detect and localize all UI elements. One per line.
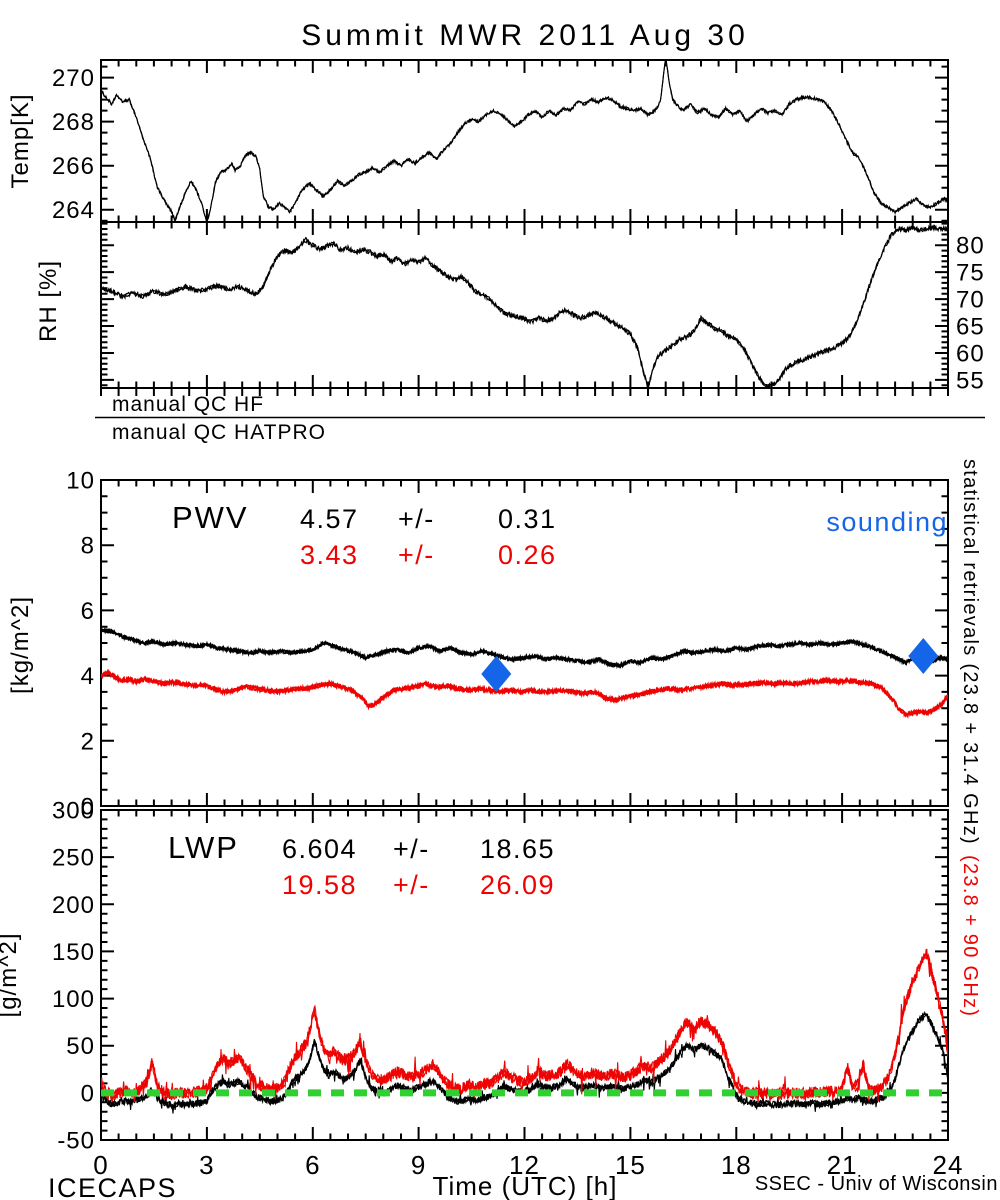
pwv-pm-red: +/-: [398, 540, 435, 570]
rh-panel-frame: [100, 221, 949, 389]
figure-title: Summit MWR 2011 Aug 30: [301, 19, 749, 52]
footer-icecaps-label: ICECAPS: [48, 1173, 177, 1200]
lwp-mean-red: 19.58: [282, 870, 357, 900]
rh-ylabel: RH [%]: [35, 260, 62, 342]
temp-ytick-label: 266: [52, 153, 95, 180]
lwp-legend-title: LWP: [168, 830, 239, 865]
side-retrieval-label-red: (23.8 + 90 GHz): [959, 855, 981, 1017]
lwp-ytick-label: 50: [66, 1033, 95, 1060]
temp-ytick-label: 268: [52, 109, 95, 136]
pwv-mean-red: 3.43: [300, 540, 359, 570]
lwp-ytick-label: 300: [52, 798, 95, 825]
sounding-legend-label: sounding: [826, 507, 948, 537]
lwp-ytick-label: -50: [57, 1128, 95, 1155]
lwp-mean-black: 6.604: [282, 834, 357, 864]
x-tick-label: 0: [93, 1150, 108, 1180]
pwv-ytick-label: 0: [81, 794, 95, 821]
x-tick-label: 24: [933, 1150, 964, 1180]
pwv-sigma-red: 0.26: [498, 540, 557, 570]
lwp-ytick-label: 150: [52, 939, 95, 966]
qc-flag-hf-label: manual QC HF: [112, 393, 264, 416]
x-axis-title: Time (UTC) [h]: [433, 1171, 618, 1200]
footer-ssec-label: SSEC - Univ of Wisconsin: [755, 1173, 998, 1195]
lwp-ytick-label: 0: [81, 1080, 95, 1107]
pwv-axis-ticks: [100, 479, 949, 807]
series-relative-humidity: [101, 224, 948, 388]
series-ambient-temperature: [101, 60, 948, 222]
x-tick-label: 15: [615, 1150, 646, 1180]
x-tick-label: 18: [721, 1150, 752, 1180]
temp-ytick-label: 270: [52, 65, 95, 92]
series-pwv-23.8+90GHz: [101, 668, 948, 719]
pwv-ytick-label: 8: [81, 533, 95, 560]
pwv-legend-title: PWV: [172, 500, 249, 535]
rh-ytick-label: 75: [956, 260, 985, 287]
lwp-pm-black: +/-: [393, 834, 430, 864]
qc-axis-ticks: [100, 389, 949, 396]
lwp-ytick-label: 200: [52, 892, 95, 919]
x-tick-label: 21: [827, 1150, 858, 1180]
rh-ytick-label: 55: [956, 367, 985, 394]
temp-panel-frame: [100, 59, 949, 223]
rh-ytick-label: 60: [956, 341, 985, 368]
pwv-mean-black: 4.57: [300, 504, 359, 534]
series-lwp-23.8+90GHz: [101, 948, 948, 1103]
series-pwv-23.8+31.4GHz: [101, 626, 948, 670]
pwv-ytick-label: 10: [66, 468, 95, 495]
rh-ytick-label: 65: [956, 314, 985, 341]
x-tick-label: 3: [199, 1150, 214, 1180]
lwp-sigma-red: 26.09: [480, 870, 555, 900]
lwp-axis-ticks: [100, 809, 949, 1141]
lwp-ytick-label: 250: [52, 845, 95, 872]
temp-ytick-label: 264: [52, 197, 95, 224]
side-retrieval-label: statistical retrievals (23.8 + 31.4 GHz)…: [959, 459, 981, 1017]
sounding-marker: [908, 638, 939, 675]
lwp-sigma-black: 18.65: [480, 834, 555, 864]
rh-ytick-label: 80: [956, 233, 985, 260]
lwp-ytick-label: 100: [52, 986, 95, 1013]
qc-flag-hatpro-label: manual QC HATPRO: [112, 421, 326, 444]
x-tick-label: 12: [509, 1150, 540, 1180]
pwv-sigma-black: 0.31: [498, 504, 557, 534]
x-tick-label: 6: [305, 1150, 320, 1180]
temp-axis-ticks: [100, 60, 949, 222]
pwv-pm-black: +/-: [398, 504, 435, 534]
sounding-marker: [481, 655, 512, 692]
pwv-ytick-label: 2: [81, 728, 95, 755]
x-tick-label: 9: [411, 1150, 426, 1180]
pwv-ytick-label: 4: [81, 663, 95, 690]
rh-ytick-label: 70: [956, 287, 985, 314]
pwv-ytick-label: 6: [81, 598, 95, 625]
lwp-ylabel: [g/m^2]: [0, 933, 22, 1018]
lwp-pm-red: +/-: [393, 870, 430, 900]
pwv-ylabel: [kg/m^2]: [7, 596, 34, 694]
rh-axis-ticks: [100, 222, 949, 388]
side-retrieval-label-black: statistical retrievals (23.8 + 31.4 GHz): [959, 459, 981, 845]
temp-ylabel: Temp[K]: [7, 93, 34, 188]
